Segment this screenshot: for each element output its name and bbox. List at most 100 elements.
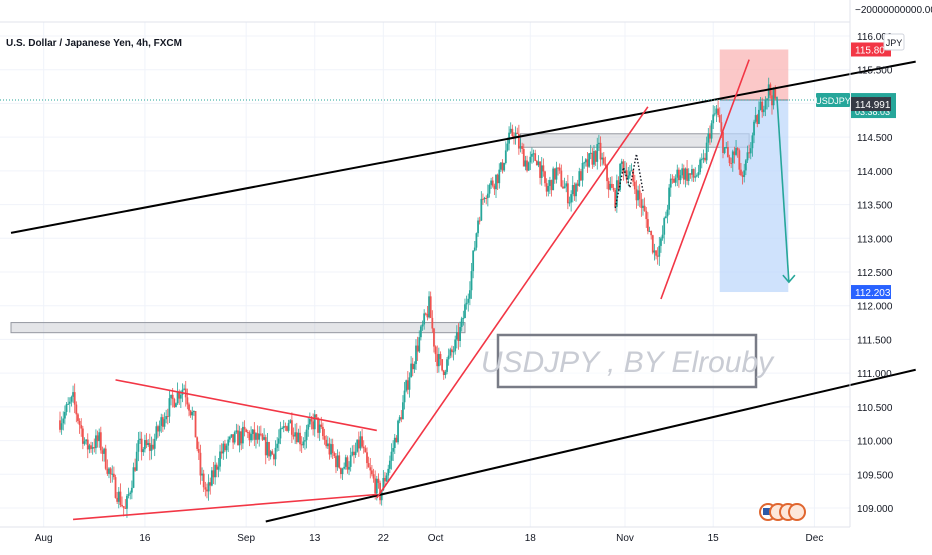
candle-up: [571, 185, 574, 195]
candle-down: [121, 504, 123, 507]
candle-up: [349, 455, 352, 467]
candle-down: [90, 445, 92, 449]
candle-up: [341, 468, 344, 475]
symbol-title: U.S. Dollar / Japanese Yen, 4h, FXCM: [6, 38, 182, 49]
candle-up: [766, 98, 768, 101]
candle-up: [767, 84, 770, 99]
candle-up: [85, 439, 88, 442]
candle-up: [279, 428, 282, 439]
candle-down: [416, 345, 419, 352]
candle-down: [622, 161, 625, 173]
candle-down: [237, 430, 239, 446]
currency-button-frame[interactable]: [883, 33, 905, 51]
candle-down: [682, 168, 685, 180]
wedge-bottom[interactable]: [72, 493, 377, 521]
candle-down: [366, 452, 368, 464]
candle-up: [589, 152, 592, 154]
short-position-tool[interactable]: [719, 49, 789, 293]
flag-badges[interactable]: [759, 503, 806, 521]
candle-down: [335, 456, 337, 468]
candle-down: [220, 451, 223, 454]
currency-button[interactable]: JPY: [883, 33, 905, 51]
price-label-text: 115.80: [855, 45, 885, 56]
short-trendline[interactable]: [660, 59, 750, 300]
candle-down: [379, 482, 381, 501]
candle-up: [179, 394, 182, 399]
candle-up: [62, 418, 65, 424]
price-tick-label: 109.500: [857, 470, 894, 481]
candle-up: [281, 428, 283, 430]
candle-down: [369, 467, 372, 471]
candle-down: [362, 446, 365, 449]
candle-down: [101, 450, 104, 454]
candle-up: [437, 353, 440, 367]
trendlines[interactable]: [10, 59, 916, 523]
candle-up: [410, 363, 412, 378]
candle-up: [731, 151, 734, 164]
candle-up: [506, 143, 509, 151]
candle-up: [67, 403, 70, 405]
candle-down: [119, 491, 122, 505]
candle-down: [224, 443, 226, 451]
candle-up: [695, 175, 698, 177]
candle-up: [653, 250, 656, 253]
candle-up: [183, 388, 186, 390]
candle-down: [604, 163, 607, 166]
candle-up: [235, 430, 238, 433]
candle-down: [77, 414, 79, 421]
candle-up: [679, 175, 682, 181]
watermark: USDJPY , BY Elrouby: [481, 333, 775, 389]
event-badge-icon[interactable]: [788, 503, 806, 521]
candle-down: [134, 467, 137, 471]
candle-up: [700, 159, 703, 161]
candle-up: [735, 148, 737, 155]
candle-down: [299, 432, 301, 445]
resistance-zone-low: [10, 322, 466, 334]
candle-up: [238, 431, 241, 446]
currency-button-label[interactable]: JPY: [886, 38, 903, 48]
price-label-text: 114.991: [855, 100, 891, 111]
candle-up: [620, 161, 623, 164]
candle-down: [513, 135, 515, 138]
candle-up: [359, 436, 362, 449]
candle-up: [287, 423, 290, 431]
candle-up: [153, 438, 156, 449]
candle-up: [449, 349, 452, 356]
candle-down: [501, 162, 504, 171]
upper-channel[interactable]: [10, 60, 916, 234]
candle-up: [392, 448, 395, 452]
candle-down: [209, 482, 212, 486]
candle-down: [104, 448, 107, 469]
candle-down: [292, 434, 295, 437]
candle-down: [560, 170, 563, 187]
rally-trendline[interactable]: [376, 106, 649, 499]
candle-down: [178, 391, 181, 399]
wedge-top[interactable]: [115, 379, 377, 432]
candle-up: [421, 324, 424, 327]
candle-down: [361, 436, 364, 447]
candle-down: [692, 169, 695, 178]
price-label: [851, 42, 891, 57]
price-tick-label: 113.000: [857, 234, 893, 245]
candle-up: [751, 135, 754, 149]
candle-down: [591, 152, 594, 165]
candle-down: [741, 175, 744, 177]
candle-up: [405, 380, 408, 391]
candle-down: [290, 420, 293, 435]
candle-down: [80, 425, 83, 429]
candle-down: [429, 296, 432, 318]
candle-up: [699, 159, 702, 173]
candle-down: [493, 185, 496, 190]
candle-down: [614, 190, 617, 207]
candle-down: [364, 448, 367, 453]
candle-up: [455, 332, 458, 340]
lower-channel[interactable]: [265, 368, 916, 523]
candle-up: [705, 142, 708, 161]
candle-down: [748, 152, 751, 154]
time-axis[interactable]: Aug 16 Sep 13 22 Oct 18 Nov 15 Dec: [35, 533, 824, 544]
candle-up: [241, 426, 244, 444]
candle-up: [596, 144, 599, 162]
candle-up: [446, 359, 448, 372]
